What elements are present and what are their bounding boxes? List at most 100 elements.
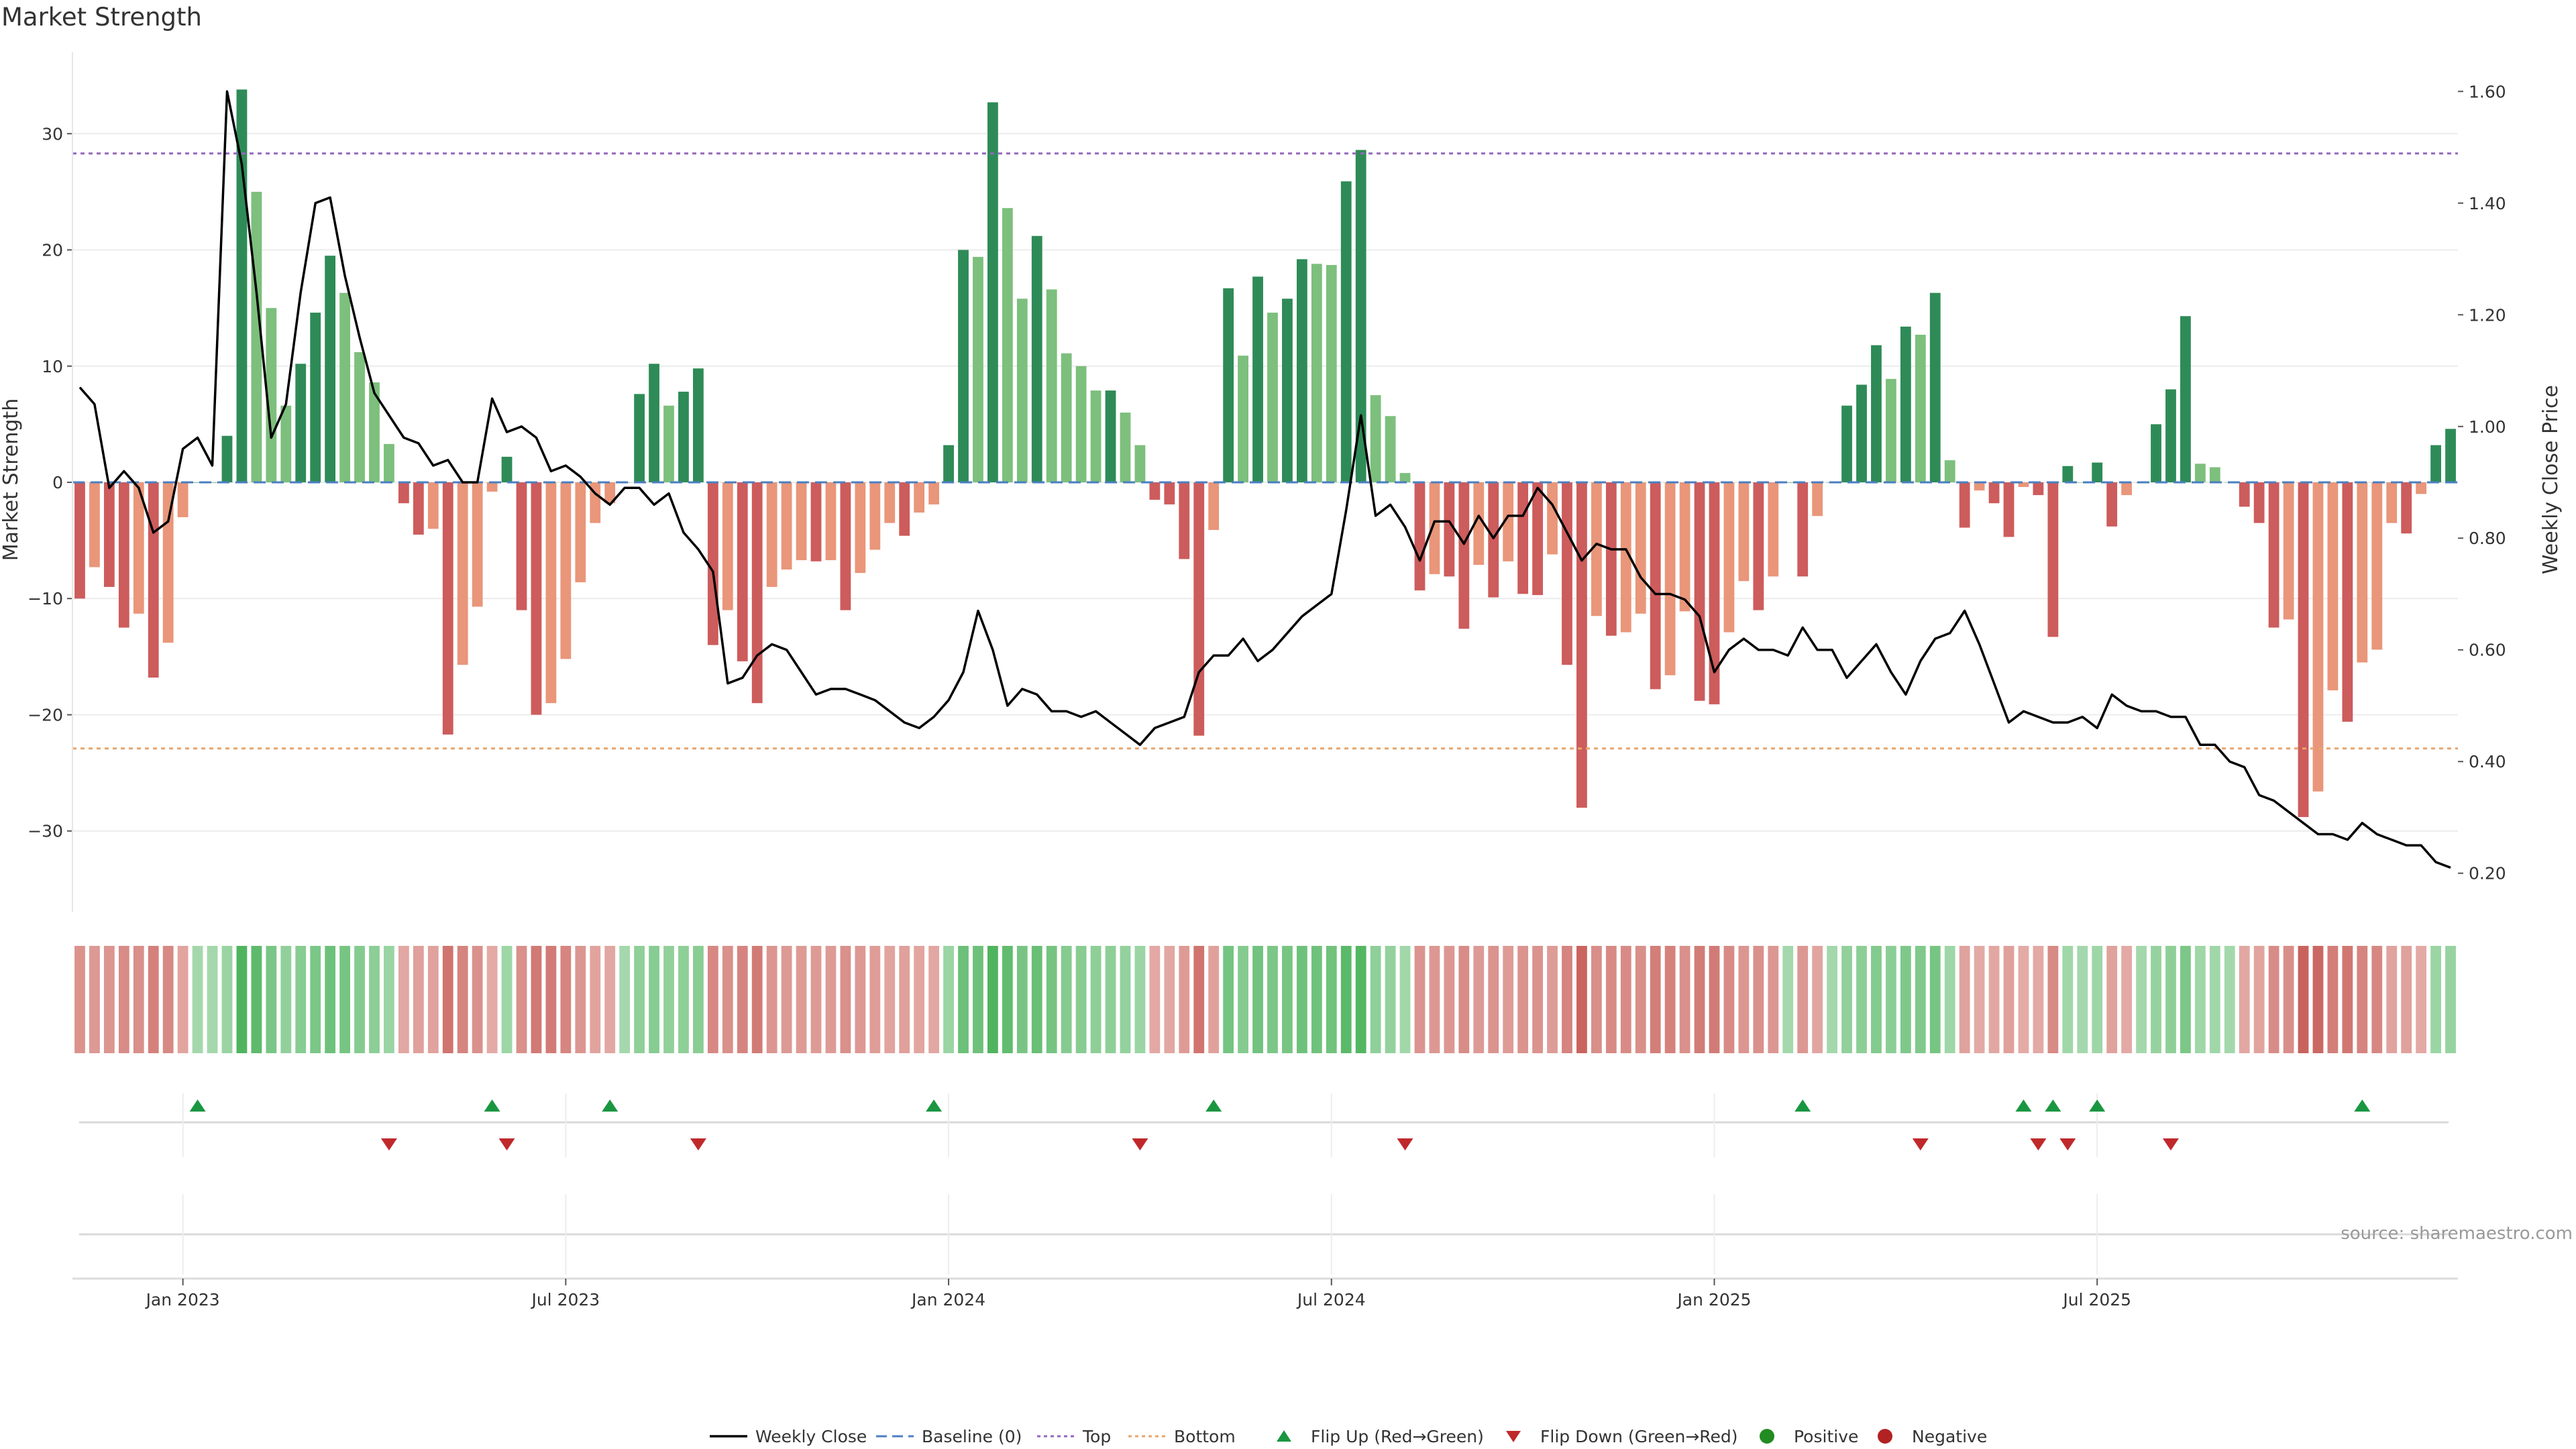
heat-cell	[678, 946, 689, 1053]
flip-up-marker	[2089, 1099, 2106, 1112]
strength-bar	[1385, 416, 1396, 482]
strength-bar	[2239, 482, 2250, 507]
strength-bar	[855, 482, 866, 574]
strength-bar	[133, 482, 144, 614]
heat-cell	[840, 946, 851, 1053]
heat-cell	[1782, 946, 1794, 1053]
flip-down-marker	[1912, 1138, 1929, 1150]
strength-bar	[398, 482, 409, 504]
heat-cell	[2077, 946, 2088, 1053]
heat-cell	[2062, 946, 2074, 1053]
heat-cell	[2445, 946, 2456, 1053]
strength-bar	[1208, 482, 1220, 531]
heat-cell	[1399, 946, 1411, 1053]
strength-bar	[1179, 482, 1190, 559]
strength-bar	[707, 482, 718, 645]
strength-bar	[1267, 313, 1278, 482]
strength-bar	[1988, 482, 2000, 504]
x-tick-label: Jul 2024	[1296, 1290, 1366, 1309]
strength-bar	[221, 435, 233, 482]
y-right-tick-label: 0.80	[2469, 529, 2506, 548]
heat-cell	[1503, 946, 1514, 1053]
strength-bar	[1841, 405, 1852, 482]
strength-bar	[649, 364, 659, 482]
strength-bar	[103, 482, 115, 587]
heat-cell	[1444, 946, 1455, 1053]
strength-bar	[2445, 429, 2456, 482]
legend-baseline-label: Baseline (0)	[922, 1427, 1022, 1446]
y-right-tick-label: 1.40	[2469, 194, 2506, 213]
strength-bar	[1915, 334, 1926, 482]
heat-cell	[1841, 946, 1852, 1053]
strength-bar	[1547, 482, 1558, 555]
strength-bar	[89, 482, 100, 568]
strength-bar	[1399, 473, 1411, 482]
legend-bottom-label: Bottom	[1174, 1427, 1236, 1446]
heat-cell	[751, 946, 763, 1053]
heat-cell	[1340, 946, 1352, 1053]
strength-bar	[1929, 292, 1941, 482]
heat-cell	[707, 946, 718, 1053]
heat-cell	[2298, 946, 2309, 1053]
strength-bar	[2416, 482, 2427, 494]
strength-bar	[560, 482, 572, 659]
strength-bar	[1885, 378, 1896, 482]
weekly-close-layer	[78, 90, 2451, 869]
flip-up-marker	[484, 1099, 500, 1112]
heat-cell	[1267, 946, 1278, 1053]
heat-cell	[472, 946, 483, 1053]
strength-bar	[1488, 482, 1499, 598]
flip-up-marker	[602, 1099, 619, 1112]
heat-cell	[1134, 946, 1146, 1053]
heat-cell	[1002, 946, 1013, 1053]
legend-weekly-close-label: Weekly Close	[755, 1427, 867, 1446]
heat-cell	[1605, 946, 1617, 1053]
strength-bar	[1605, 482, 1617, 636]
heat-cell	[1179, 946, 1190, 1053]
heat-cell	[958, 946, 969, 1053]
heat-cell	[1900, 946, 1911, 1053]
strength-bar	[486, 482, 498, 492]
heat-cell	[1635, 946, 1646, 1053]
strength-bar	[280, 405, 292, 482]
heat-cell	[1959, 946, 1970, 1053]
heat-cell	[649, 946, 659, 1053]
y-left-tick-label: −10	[28, 589, 63, 608]
strength-bar	[1134, 445, 1146, 482]
heat-cell	[1738, 946, 1750, 1053]
heat-cell	[1664, 946, 1676, 1053]
heat-cell	[737, 946, 748, 1053]
flip-up-marker	[2354, 1099, 2371, 1112]
heat-cell	[1827, 946, 1838, 1053]
strength-bar	[427, 482, 439, 529]
strength-bar	[354, 352, 365, 482]
heat-cell	[1370, 946, 1381, 1053]
heat-cell	[1016, 946, 1028, 1053]
strength-bar	[1311, 264, 1322, 482]
flip-down-marker	[2162, 1138, 2179, 1150]
heat-cell	[1164, 946, 1175, 1053]
strength-bar	[1252, 276, 1263, 482]
heat-cell	[133, 946, 144, 1053]
y-right-tick-label: 0.20	[2469, 864, 2506, 883]
heat-cell	[148, 946, 159, 1053]
heat-cell	[575, 946, 586, 1053]
strength-bar	[1503, 482, 1514, 561]
heat-cell	[236, 946, 248, 1053]
flip-up-marker	[2015, 1099, 2032, 1112]
heat-cell	[810, 946, 822, 1053]
strength-bar	[1974, 482, 1985, 491]
heat-cell	[1414, 946, 1426, 1053]
heat-cell	[177, 946, 189, 1053]
heat-cell	[2283, 946, 2294, 1053]
strength-bar	[1782, 482, 1794, 483]
heat-cell	[2018, 946, 2029, 1053]
chart-title: Market Strength	[1, 3, 202, 32]
strength-bar	[825, 482, 837, 561]
heat-cell	[516, 946, 527, 1053]
strength-bar	[1340, 181, 1352, 482]
heat-cell	[2194, 946, 2206, 1053]
heat-cell	[2386, 946, 2398, 1053]
heat-cell	[486, 946, 498, 1053]
